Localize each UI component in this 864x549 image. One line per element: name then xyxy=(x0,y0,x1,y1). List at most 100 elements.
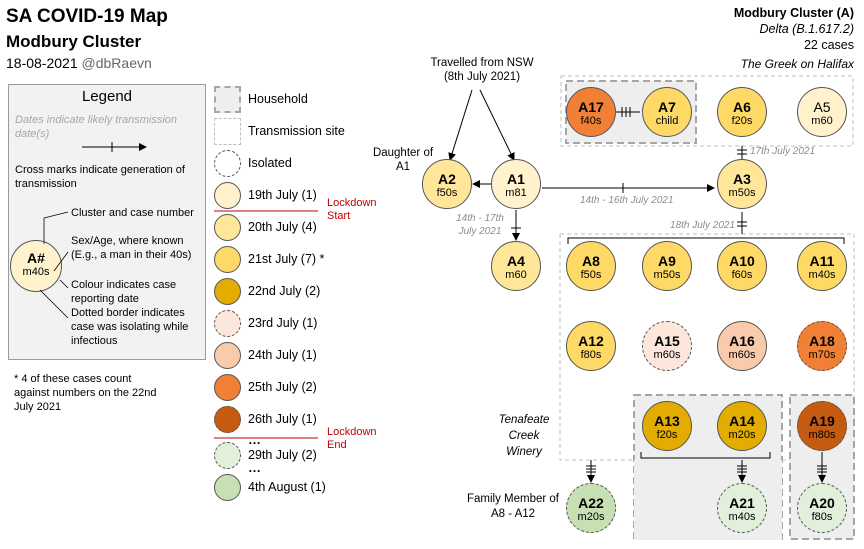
household-label: Household xyxy=(248,92,308,106)
cluster-site: The Greek on Halifax xyxy=(740,57,854,71)
case-id: A18 xyxy=(809,333,835,349)
date-key-swatch xyxy=(214,342,241,369)
case-sex-age: m70s xyxy=(808,349,836,361)
case-node-a3: A3 m50s xyxy=(717,159,767,209)
daughter-note: Daughter of A1 xyxy=(372,147,434,173)
case-node-a21: A21 m40s xyxy=(717,483,767,533)
date-key-swatch xyxy=(214,406,241,433)
case-node-a7: A7 child xyxy=(642,87,692,137)
case-node-a20: A20 f80s xyxy=(797,483,847,533)
greek-site-box xyxy=(560,75,854,147)
date-key-swatch xyxy=(214,182,241,209)
case-id: A21 xyxy=(729,495,755,511)
case-sex-age: f60s xyxy=(731,269,753,281)
nsw-travel-date: (8th July 2021) xyxy=(443,71,521,83)
footnote: * 4 of these cases count against numbers… xyxy=(14,373,157,413)
case-node-a11: A11 m40s xyxy=(797,241,847,291)
case-id: A2 xyxy=(438,171,456,187)
legend-cluster-note: Cluster and case number xyxy=(71,207,194,219)
case-node-a22: A22 m20s xyxy=(566,483,616,533)
case-id: A6 xyxy=(733,99,751,115)
case-sex-age: m20s xyxy=(577,511,605,523)
date-key-swatch xyxy=(214,474,241,501)
lockdown-start-label: Lockdown Start xyxy=(327,197,377,222)
case-node-a19: A19 m80s xyxy=(797,401,847,451)
date-key-swatch xyxy=(214,374,241,401)
key-ellipsis-1: … xyxy=(248,432,261,447)
case-node-a5: A5 m60 xyxy=(797,87,847,137)
cluster-variant: Delta (B.1.617.2) xyxy=(759,22,855,36)
legend-dotted-note: Dotted border indicates case was isolati… xyxy=(71,307,189,347)
case-sex-age: m20s xyxy=(728,429,756,441)
case-id: A16 xyxy=(729,333,755,349)
date-key-label: 23rd July (1) xyxy=(248,316,318,330)
date-key-label: 26th July (1) xyxy=(248,412,317,426)
winery-label: Tenafeate Creek Winery xyxy=(498,414,550,458)
author-handle: @dbRaevn xyxy=(81,55,152,71)
case-id: A12 xyxy=(578,333,604,349)
legend-sexage-note: Sex/Age, where known (E.g., a man in the… xyxy=(71,235,192,261)
date-key-swatch xyxy=(214,214,241,241)
cluster-case-count: 22 cases xyxy=(803,38,854,52)
isolated-swatch xyxy=(214,150,241,177)
cluster-name: Modbury Cluster (A) xyxy=(733,6,854,20)
case-id: A17 xyxy=(578,99,604,115)
update-date: 18-08-2021 @dbRaevn xyxy=(6,55,152,71)
legend-sample-node: A# m40s xyxy=(10,240,62,292)
case-node-a10: A10 f60s xyxy=(717,241,767,291)
site-swatch xyxy=(214,118,241,145)
case-sex-age: f50s xyxy=(436,187,458,199)
a1-a2-dates: 14th - 17th July 2021 xyxy=(456,213,504,237)
case-sex-age: f80s xyxy=(580,349,602,361)
case-sex-age: m40s xyxy=(808,269,836,281)
case-node-a17: A17 f40s xyxy=(566,87,616,137)
legend-cross-note: Cross marks indicate generation of trans… xyxy=(15,164,185,190)
page-title: SA COVID-19 Map xyxy=(6,6,168,27)
case-sex-age: m50s xyxy=(728,187,756,199)
case-node-a14: A14 m20s xyxy=(717,401,767,451)
case-id: A5 xyxy=(813,99,831,115)
case-node-a1: A1 m81 xyxy=(491,159,541,209)
case-id: A7 xyxy=(658,99,676,115)
family-member-label: Family Member of A8 - A12 xyxy=(466,493,560,520)
case-id: A19 xyxy=(809,413,835,429)
sample-id: A# xyxy=(27,250,45,266)
case-id: A1 xyxy=(507,171,525,187)
case-sex-age: m60s xyxy=(728,349,756,361)
date-key-label: 19th July (1) xyxy=(248,188,317,202)
case-sex-age: m50s xyxy=(653,269,681,281)
legend-title: Legend xyxy=(81,88,133,105)
case-node-a6: A6 f20s xyxy=(717,87,767,137)
case-node-a16: A16 m60s xyxy=(717,321,767,371)
nsw-travel-note: Travelled from NSW (8th July 2021) xyxy=(416,56,548,84)
legend-dates-note: Dates indicate likely transmission date(… xyxy=(15,114,178,140)
case-id: A13 xyxy=(654,413,680,429)
july18-note: 18th July 2021 xyxy=(670,220,736,231)
july17-note: 17th July 2021 xyxy=(750,146,816,157)
case-node-a4: A4 m60 xyxy=(491,241,541,291)
case-sex-age: m40s xyxy=(728,511,756,523)
case-sex-age: m60 xyxy=(811,115,833,127)
case-sex-age: m80s xyxy=(808,429,836,441)
case-sex-age: m81 xyxy=(505,187,527,199)
isolated-label: Isolated xyxy=(248,156,292,170)
case-sex-age: f50s xyxy=(580,269,602,281)
case-sex-age: m60s xyxy=(653,349,681,361)
household-swatch xyxy=(214,86,241,113)
case-id: A10 xyxy=(729,253,755,269)
a1-a3-dates: 14th - 16th July 2021 xyxy=(580,195,674,206)
case-id: A22 xyxy=(578,495,604,511)
case-node-a13: A13 f20s xyxy=(642,401,692,451)
case-id: A20 xyxy=(809,495,835,511)
case-sex-age: f20s xyxy=(731,115,753,127)
date-key-label: 21st July (7) * xyxy=(248,252,325,266)
case-sex-age: child xyxy=(655,115,679,127)
sample-sub: m40s xyxy=(22,266,50,278)
case-node-a2: A2 f50s xyxy=(422,159,472,209)
case-node-a18: A18 m70s xyxy=(797,321,847,371)
legend-colour-note: Colour indicates case reporting date xyxy=(71,279,177,305)
date-key-swatch xyxy=(214,442,241,469)
case-id: A11 xyxy=(809,253,835,269)
date-key-swatch xyxy=(214,310,241,337)
date-key-label: 24th July (1) xyxy=(248,348,317,362)
